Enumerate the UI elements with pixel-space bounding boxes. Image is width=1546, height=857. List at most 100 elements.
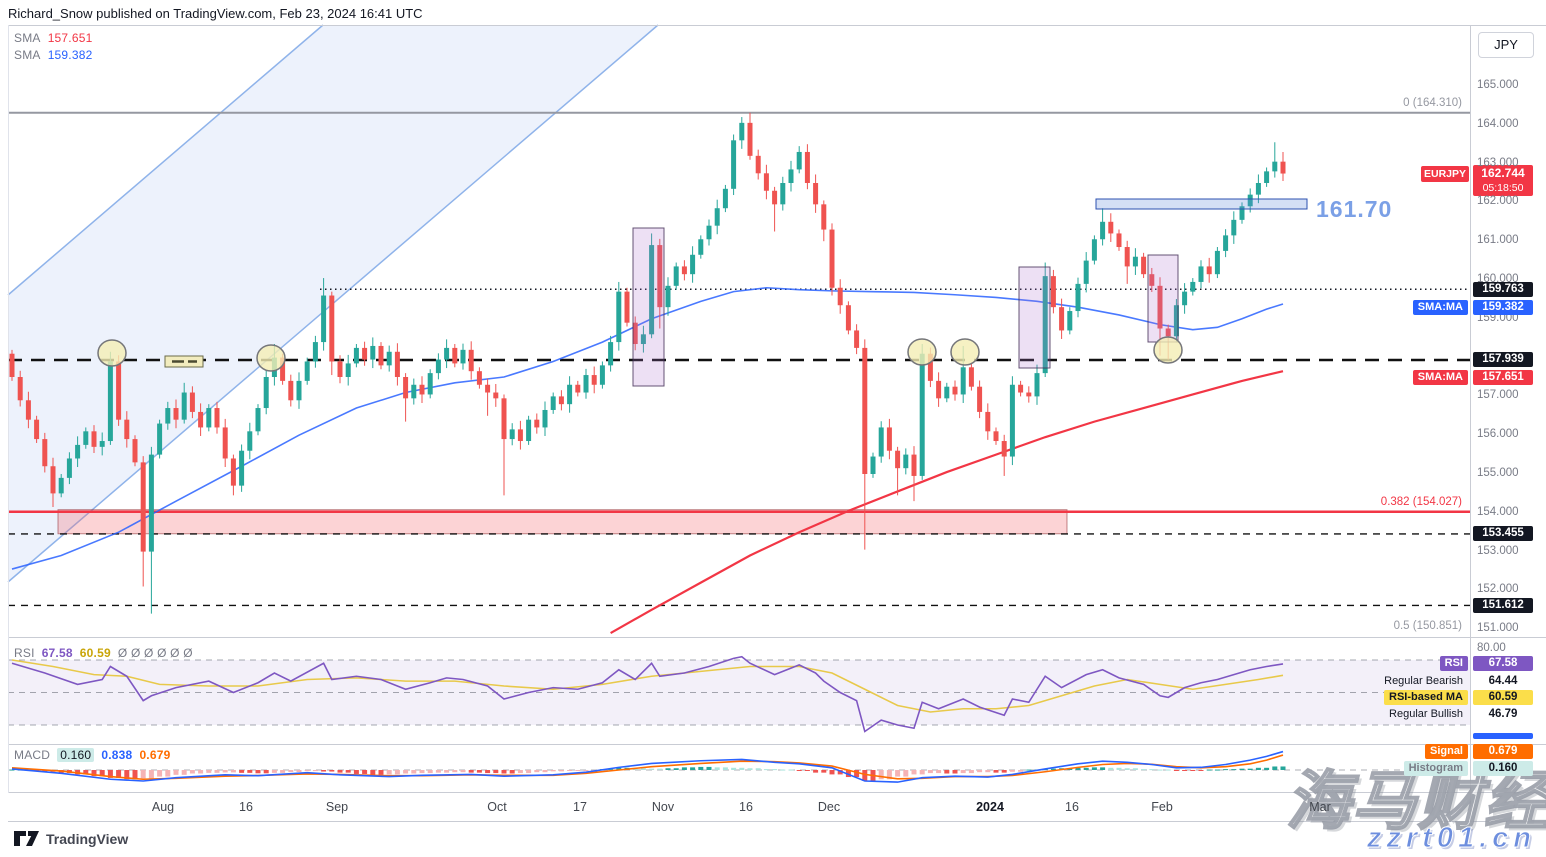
macd-legend: MACD 0.160 0.838 0.679 — [14, 748, 170, 762]
time-label-16: 16 — [1065, 800, 1079, 814]
sma-slow-legend: SMA 159.382 — [14, 48, 92, 62]
macd-line-value: 0.838 — [101, 748, 133, 762]
axis-tag-histogram: Histogram — [1403, 761, 1468, 776]
currency-toggle-jpy[interactable]: JPY — [1478, 32, 1534, 58]
axis-tag-rsi: RSI — [1439, 656, 1468, 671]
axis-tag-regular-bullish: Regular Bullish — [1389, 708, 1463, 720]
fib-label-0: 0 (164.310) — [1403, 97, 1462, 109]
tradingview-logo[interactable]: TradingView — [14, 830, 128, 847]
fib-label-0.382: 0.382 (154.027) — [1380, 496, 1462, 508]
price-tick-161.000: 161.000 — [1477, 234, 1519, 247]
circle-marker-4 — [950, 338, 980, 366]
sma-fast-label: SMA — [14, 31, 41, 45]
candle-series — [9, 112, 1286, 614]
macd-signal-value: 0.679 — [139, 748, 171, 762]
rsi-ma-line — [11, 659, 1284, 713]
bar-countdown: 05:18:50 — [1482, 182, 1524, 194]
axis-chip-macd-sliver — [1473, 733, 1533, 739]
axis-tag-signal: Signal — [1424, 744, 1468, 759]
rsi-line — [11, 655, 1284, 733]
price-tick-156.000: 156.000 — [1477, 428, 1519, 441]
axis-tag-rsi-based-ma: RSI-based MA — [1384, 690, 1468, 705]
rsi-value: 67.58 — [41, 646, 73, 660]
macd-pane-border — [8, 744, 1546, 745]
purple-highlight-box-1 — [632, 227, 665, 387]
axis-chip-157.651: 157.651 — [1473, 370, 1533, 385]
sma-slow-value: 159.382 — [47, 48, 93, 62]
sma-slow-label: SMA — [14, 48, 41, 62]
widget-bottom-border — [8, 821, 1546, 822]
price-tick-151.000: 151.000 — [1477, 622, 1519, 635]
macd-hist-value: 0.160 — [57, 748, 95, 762]
axis-tag-regular-bearish: Regular Bearish — [1384, 675, 1463, 687]
rsi-label: RSI — [14, 646, 35, 660]
axis-chip-67.58: 67.58 — [1473, 656, 1533, 671]
circle-marker-5 — [1153, 336, 1183, 364]
price-tick-152.000: 152.000 — [1477, 583, 1519, 596]
rsi-ma-value: 60.59 — [79, 646, 111, 660]
time-label-Nov: Nov — [651, 800, 675, 814]
resistance-161-70-box — [1095, 198, 1308, 210]
time-label-Sep: Sep — [325, 800, 349, 814]
demand-zone — [57, 509, 1068, 535]
rsi-divergence-zeros: Ø Ø Ø Ø Ø Ø — [117, 646, 193, 660]
circle-marker-2 — [256, 344, 286, 372]
tradingview-logo-icon — [14, 831, 39, 846]
time-label-Mar: Mar — [1309, 800, 1331, 814]
last-price-chip: 162.744 05:18:50 — [1473, 165, 1533, 196]
pane-left-border — [8, 25, 9, 793]
time-label-16: 16 — [239, 800, 253, 814]
price-tick-154.000: 154.000 — [1477, 505, 1519, 518]
price-tick-164.000: 164.000 — [1477, 117, 1519, 130]
axis-chip-157.939: 157.939 — [1473, 352, 1533, 367]
resistance-level-label: 161.70 — [1316, 196, 1393, 222]
time-label-Feb: Feb — [1151, 800, 1173, 814]
price-tick-165.000: 165.000 — [1477, 79, 1519, 91]
axis-chip-46.79: 46.79 — [1488, 708, 1518, 720]
rsi-pane-border — [8, 637, 1546, 638]
time-label-Oct: Oct — [487, 800, 507, 814]
rsi-legend: RSI 67.58 60.59 Ø Ø Ø Ø Ø Ø — [14, 646, 193, 660]
axis-chip-153.455: 153.455 — [1473, 526, 1533, 541]
time-label-16: 16 — [739, 800, 753, 814]
time-axis-border — [8, 792, 1546, 793]
axis-chip-60.59: 60.59 — [1473, 690, 1533, 705]
time-label-Aug: Aug — [151, 800, 175, 814]
axis-chip-64.44: 64.44 — [1488, 675, 1518, 687]
axis-chip-0.679: 0.679 — [1473, 744, 1533, 759]
macd-line — [11, 750, 1284, 783]
last-price-value: 162.744 — [1481, 166, 1525, 180]
price-tick-155.000: 155.000 — [1477, 467, 1519, 479]
axis-chip-151.612: 151.612 — [1473, 598, 1533, 613]
purple-highlight-box-3 — [1147, 254, 1179, 343]
price-tick-162.000: 162.000 — [1477, 195, 1519, 208]
price-tick-163.000: 163.000 — [1477, 156, 1519, 169]
axis-tag-sma:ma: SMA:MA — [1412, 370, 1468, 385]
symbol-price-tag: EURJPY — [1421, 166, 1469, 182]
time-label-17: 17 — [573, 800, 587, 814]
circle-marker-3 — [907, 338, 937, 366]
publish-attribution: Richard_Snow published on TradingView.co… — [8, 6, 423, 21]
trend-channel-upper-line — [7, 24, 324, 296]
sma-fast-legend: SMA 157.651 — [14, 31, 92, 45]
price-tick-157.000: 157.000 — [1477, 389, 1519, 402]
watermark-url: zzrt01.cn — [1366, 822, 1536, 855]
pane-top-border — [8, 25, 1546, 26]
purple-highlight-box-2 — [1018, 266, 1051, 369]
axis-tag-sma:ma: SMA:MA — [1412, 300, 1468, 315]
time-label-2024: 2024 — [976, 800, 1004, 814]
watermark-chinese: 海马财经 — [1285, 764, 1546, 838]
sma-fast-value: 157.651 — [47, 31, 93, 45]
tradingview-logo-text: TradingView — [46, 830, 129, 847]
axis-chip-159.382: 159.382 — [1473, 300, 1533, 315]
macd-histogram — [9, 766, 1286, 781]
price-tick-80.00: 80.00 — [1477, 642, 1506, 654]
circle-marker-1 — [97, 339, 127, 367]
price-tick-153.000: 153.000 — [1477, 544, 1519, 557]
time-label-Dec: Dec — [817, 800, 841, 814]
sma-fast-line — [610, 370, 1284, 635]
macd-label: MACD — [14, 748, 51, 762]
price-axis-border — [1470, 25, 1471, 822]
